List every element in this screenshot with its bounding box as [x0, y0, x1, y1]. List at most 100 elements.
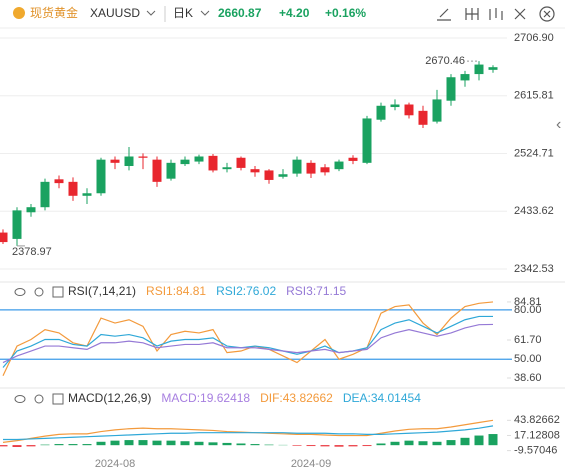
candle-body — [376, 105, 386, 120]
macd-bar — [68, 444, 78, 446]
legend-entry: MACD:19.62418 — [161, 391, 250, 405]
price-change-pct: +0.16% — [325, 6, 366, 20]
macd-bar — [418, 441, 428, 446]
candle-body — [292, 159, 302, 174]
macd-bar — [40, 444, 50, 446]
candle-body — [278, 174, 288, 177]
indicator-tool[interactable] — [465, 8, 479, 20]
candle-body — [82, 193, 92, 196]
candle-body — [334, 161, 344, 170]
legend-entry: RSI2:76.02 — [216, 284, 276, 298]
macd-bar — [166, 440, 176, 446]
close-icon[interactable] — [543, 10, 551, 18]
macd-bar — [432, 441, 442, 446]
low-annotation: 2378.97 — [12, 246, 52, 258]
macd-bar — [138, 440, 148, 446]
candle-body — [446, 77, 456, 101]
expand-arrow[interactable]: ‹ — [556, 116, 561, 133]
eye-icon[interactable] — [14, 395, 26, 403]
macd-bar — [334, 445, 344, 447]
fullscreen[interactable] — [514, 8, 526, 20]
macd-bar — [488, 434, 498, 446]
candle-body — [138, 156, 148, 158]
x-tick-label: 2024-09 — [291, 458, 331, 470]
macd-bar — [446, 440, 456, 446]
candle-body — [488, 67, 498, 70]
price-change: +4.20 — [279, 6, 310, 20]
y-tick-label: 2342.53 — [514, 263, 554, 275]
macd-bar — [250, 444, 260, 446]
candle-body — [222, 167, 232, 170]
y-tick-label: 2433.62 — [514, 205, 554, 217]
candle-body — [404, 104, 414, 116]
candle-body — [264, 170, 274, 180]
settings-icon[interactable] — [34, 287, 44, 297]
macd-bar — [54, 444, 64, 446]
macd-bar — [348, 445, 358, 447]
candle-body — [0, 232, 8, 243]
period[interactable]: 日K — [173, 6, 193, 20]
macd-bar — [460, 437, 470, 446]
macd-bar — [96, 441, 106, 446]
y-tick-label: 50.00 — [514, 353, 542, 365]
macd-bar — [194, 441, 204, 446]
macd-bar — [320, 445, 330, 447]
macd-bar — [208, 442, 218, 446]
y-tick-label: 2615.81 — [514, 90, 554, 102]
macd-bar — [152, 440, 162, 446]
symbol[interactable]: XAUUSD — [90, 6, 140, 20]
macd-bar — [390, 441, 400, 446]
dropdown-arrow[interactable] — [146, 10, 156, 16]
instrument-name: 现货黄金 — [30, 5, 78, 20]
y-tick-label: 61.70 — [514, 334, 542, 346]
candle-body — [320, 167, 330, 173]
macd-bar — [404, 440, 414, 446]
candle-body — [12, 210, 22, 239]
macd-bar — [306, 445, 316, 447]
macd-bar — [124, 440, 134, 446]
eye-icon[interactable] — [14, 288, 26, 296]
indicator-title: RSI(7,14,21) — [68, 284, 136, 298]
candle-body — [166, 162, 176, 179]
candle-body — [96, 159, 106, 194]
plus-box[interactable] — [52, 286, 64, 298]
candle-body — [180, 159, 190, 165]
y-tick-label: 38.60 — [514, 372, 542, 384]
dropdown-arrow[interactable] — [200, 10, 210, 16]
indicator-line — [2, 419, 494, 443]
candle-body — [110, 159, 120, 163]
y-tick-label: 17.12808 — [514, 429, 560, 441]
indicator-line — [2, 323, 494, 364]
indicator-line — [2, 301, 494, 376]
close-button[interactable] — [539, 6, 555, 22]
last-price: 2660.87 — [218, 6, 262, 20]
candle-body — [236, 157, 246, 168]
macd-bar — [82, 444, 92, 446]
candle-body — [40, 181, 50, 208]
plus-box[interactable] — [52, 393, 64, 405]
macd-bar — [264, 444, 274, 446]
candle-body — [418, 110, 428, 125]
legend-entry: DIF:43.82662 — [260, 391, 333, 405]
macd-bar — [12, 445, 22, 447]
candle-body — [474, 64, 484, 75]
settings-icon[interactable] — [34, 394, 44, 404]
indicator-title: MACD(12,26,9) — [68, 391, 151, 405]
pane-icons — [14, 286, 64, 405]
candle-body — [250, 169, 260, 173]
y-tick-label: -9.57046 — [514, 445, 557, 457]
macd-bar — [26, 445, 36, 447]
macd-bar — [474, 435, 484, 446]
candle-body — [26, 207, 36, 213]
candle-body — [68, 181, 78, 196]
candle-body — [54, 179, 64, 184]
candle-body — [152, 159, 162, 182]
toolbar — [437, 6, 555, 22]
macd-bar — [376, 443, 386, 446]
y-tick-label: 84.81 — [514, 296, 542, 308]
candle-body — [390, 104, 400, 108]
candle-body — [348, 157, 358, 161]
candle-tool[interactable] — [489, 8, 503, 20]
draw-tool[interactable] — [437, 8, 451, 21]
